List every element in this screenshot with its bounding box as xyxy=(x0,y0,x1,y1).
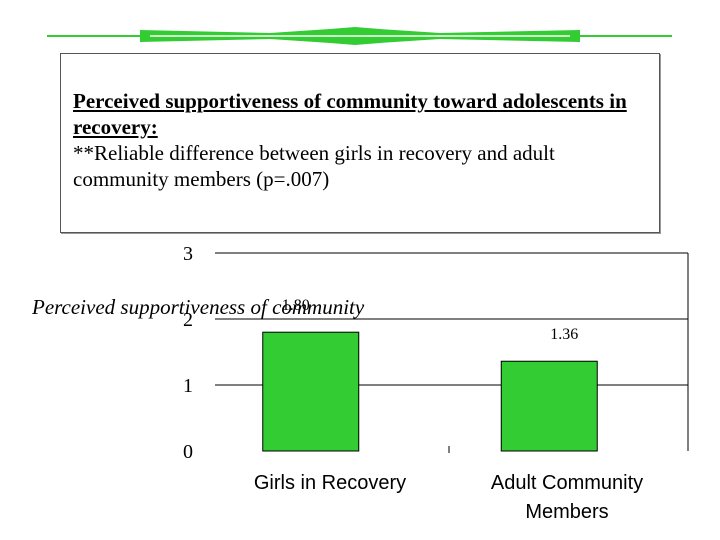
title-box xyxy=(60,53,660,233)
y-axis-label: Perceived supportiveness of community xyxy=(32,295,365,319)
bar-girls-in-recovery xyxy=(262,331,360,452)
y-tick-label: 1 xyxy=(183,375,193,397)
y-tick-label: 0 xyxy=(183,441,193,463)
y-tick-label: 3 xyxy=(183,243,193,265)
data-label: 1.80 xyxy=(282,297,310,314)
x-tick-label: Girls in Recovery xyxy=(254,472,406,494)
x-tick-label: Adult Community Members xyxy=(491,472,643,523)
significance-note: **Reliable difference between girls in r… xyxy=(73,141,555,191)
data-label: 1.36 xyxy=(550,326,578,343)
chart-heading: Perceived supportiveness of community to… xyxy=(73,89,627,139)
slide-title: Perceived supportiveness of community to… xyxy=(73,88,653,192)
y-tick-label: 2 xyxy=(183,309,193,331)
bar-adult-community-members xyxy=(500,360,598,452)
